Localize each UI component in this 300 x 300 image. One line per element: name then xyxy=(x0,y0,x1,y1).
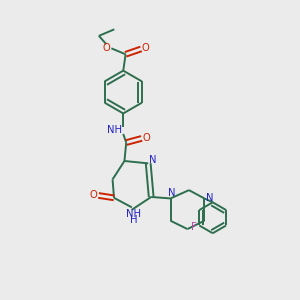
Text: N: N xyxy=(149,155,157,165)
Text: O: O xyxy=(142,133,150,143)
Text: O: O xyxy=(142,44,150,53)
Text: O: O xyxy=(90,190,98,200)
Text: N: N xyxy=(168,188,176,198)
Text: O: O xyxy=(102,43,110,53)
Text: NH: NH xyxy=(107,125,122,135)
Text: H: H xyxy=(130,215,137,225)
Text: NH: NH xyxy=(126,209,141,219)
Text: N: N xyxy=(206,194,213,203)
Text: F: F xyxy=(190,222,196,232)
